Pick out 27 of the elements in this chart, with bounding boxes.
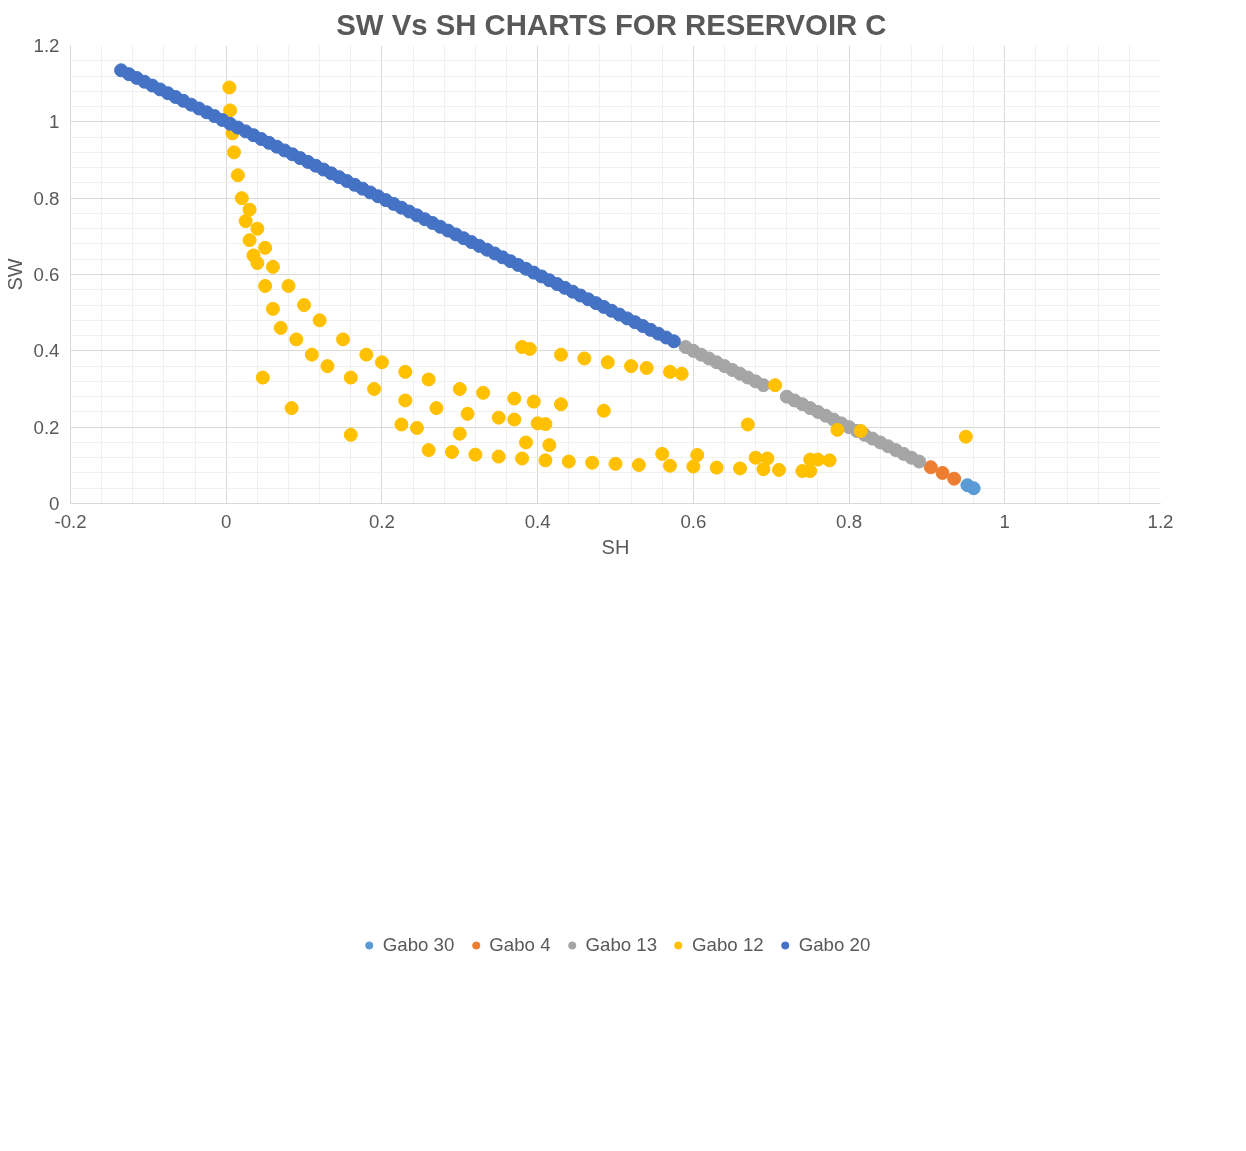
y-tick-label: 1 (49, 111, 60, 133)
legend-label: Gabo 4 (489, 933, 551, 956)
x-tick-label: 1.2 (1147, 510, 1174, 532)
y-tick-label: 0.4 (33, 340, 60, 362)
legend-label: Gabo 30 (382, 933, 455, 956)
point (947, 471, 962, 486)
legend-label: Gabo 13 (585, 933, 658, 956)
legend-label: Gabo 12 (692, 933, 764, 956)
point (923, 460, 938, 475)
point (756, 378, 771, 393)
x-tick-label: 0.2 (368, 510, 395, 532)
x-tick-label: 0.6 (680, 510, 707, 532)
x-tick-label: 0.4 (524, 510, 551, 532)
chart-title: SW Vs SH CHARTS FOR RESERVOIR C (336, 7, 887, 41)
x-tick-label: 0 (221, 510, 232, 532)
point (935, 465, 950, 480)
legend-label: Gabo 20 (798, 933, 871, 956)
y-tick-label: 0.6 (33, 264, 60, 285)
x-axis-title: SH (601, 535, 630, 558)
x-tick-label: 0.8 (836, 510, 863, 532)
point (966, 481, 981, 496)
y-axis-title: SW (3, 258, 26, 291)
y-tick-label: 0.2 (33, 416, 60, 438)
x-tick-label: 1 (999, 510, 1010, 532)
y-tick-label: 0.8 (33, 187, 60, 209)
point (912, 454, 927, 469)
y-tick-label: 1.2 (33, 35, 60, 56)
